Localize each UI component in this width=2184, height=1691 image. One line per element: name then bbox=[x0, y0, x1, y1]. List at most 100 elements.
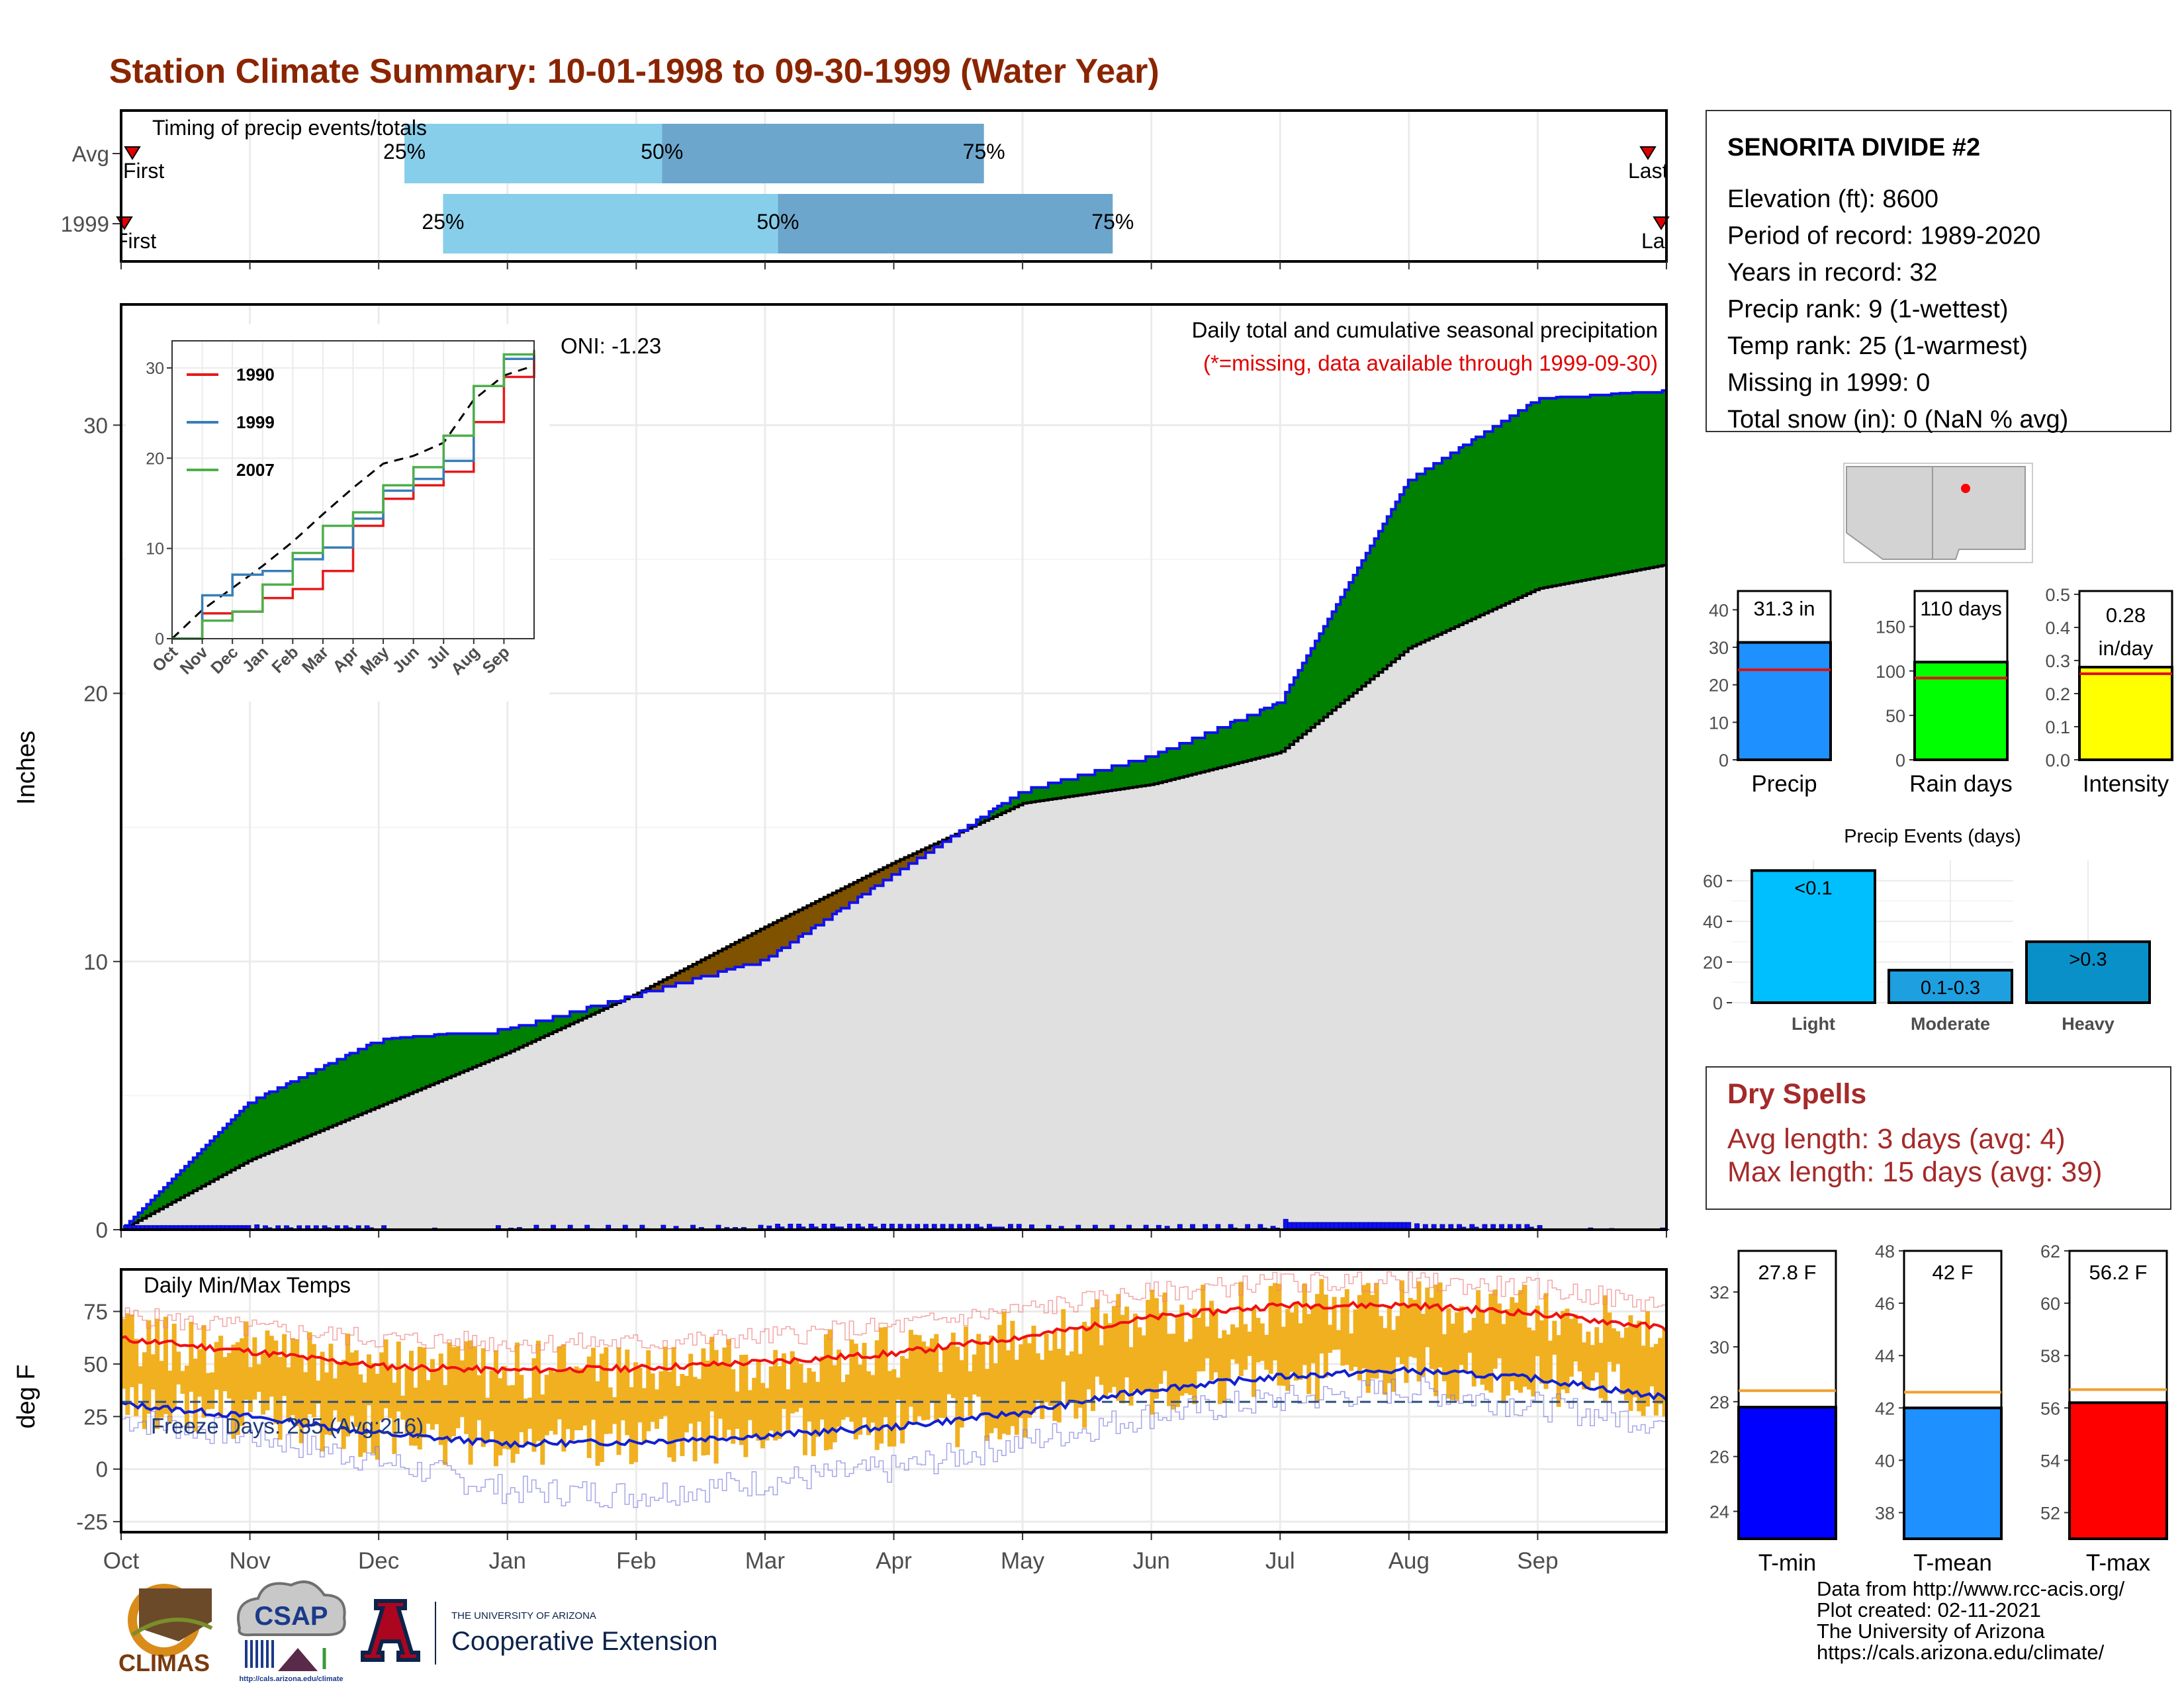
surplus-segment bbox=[1607, 395, 1611, 576]
summary-y-tick-label: 30 bbox=[1709, 638, 1729, 658]
summary-bar-value-label: 110 days bbox=[1920, 597, 2002, 620]
daily-temp-bar bbox=[138, 1366, 143, 1384]
surplus-segment bbox=[1561, 397, 1565, 584]
daily-temp-bar bbox=[1573, 1314, 1578, 1361]
daily-temp-bar bbox=[485, 1398, 490, 1442]
surplus-segment bbox=[1175, 749, 1179, 778]
surplus-segment bbox=[1518, 410, 1522, 598]
surplus-segment bbox=[1036, 788, 1040, 801]
daily-temp-bar bbox=[764, 1388, 769, 1440]
daily-temp-bar bbox=[176, 1351, 181, 1385]
daily-temp-bar bbox=[210, 1373, 214, 1409]
temp-summary-value-label: 42 F bbox=[1932, 1261, 1973, 1284]
dry-spells-max: Max length: 15 days (avg: 39) bbox=[1727, 1156, 2102, 1188]
event-bar-tag: >0.3 bbox=[2069, 949, 2107, 970]
daily-temp-bar bbox=[680, 1374, 684, 1456]
summary-y-tick-label: 0 bbox=[1895, 751, 1905, 770]
surplus-segment bbox=[1442, 458, 1446, 633]
surplus-segment bbox=[231, 1120, 235, 1170]
surplus-segment bbox=[1637, 392, 1641, 571]
surplus-segment bbox=[1408, 480, 1412, 648]
surplus-segment bbox=[1455, 453, 1459, 627]
surplus-segment bbox=[286, 1083, 290, 1145]
daily-temp-bar bbox=[1607, 1312, 1612, 1362]
surplus-segment bbox=[405, 1038, 409, 1096]
dry-spells-avg: Avg length: 3 days (avg: 4) bbox=[1727, 1123, 2066, 1155]
daily-temp-bar bbox=[333, 1379, 338, 1410]
temp-y-tick-label: 50 bbox=[83, 1352, 108, 1377]
daily-temp-bar bbox=[1412, 1300, 1417, 1358]
surplus-segment bbox=[1590, 395, 1594, 579]
surplus-segment bbox=[400, 1038, 404, 1097]
last-label: Last bbox=[1641, 229, 1682, 253]
temp-x-tick-label: Feb bbox=[616, 1548, 656, 1574]
daily-temp-bar bbox=[536, 1341, 541, 1441]
surplus-segment bbox=[1091, 775, 1095, 794]
station-info-line: Elevation (ft): 8600 bbox=[1727, 185, 1938, 213]
temp-summary-y-tick-label: 30 bbox=[1709, 1338, 1729, 1357]
daily-temp-bar bbox=[1099, 1346, 1104, 1385]
daily-temp-bar bbox=[557, 1346, 562, 1420]
temp-summary-value bbox=[1904, 1408, 2001, 1539]
surplus-segment bbox=[1612, 394, 1615, 575]
daily-temp-bar bbox=[227, 1353, 232, 1398]
daily-temp-bar bbox=[1158, 1313, 1163, 1384]
surplus-segment bbox=[1582, 397, 1586, 580]
daily-temp-bar bbox=[1006, 1350, 1011, 1435]
surplus-segment bbox=[1066, 780, 1069, 798]
precip-y-tick-label: 20 bbox=[83, 682, 108, 706]
climas-mesa-icon bbox=[139, 1588, 212, 1641]
events-y-tick-label: 0 bbox=[1713, 993, 1723, 1013]
daily-temp-bar bbox=[1078, 1354, 1083, 1408]
daily-temp-bar bbox=[807, 1368, 811, 1422]
timing-bar-upper bbox=[778, 194, 1113, 253]
daily-temp-bar bbox=[1290, 1312, 1295, 1372]
daily-temp-bar bbox=[1129, 1347, 1134, 1405]
daily-temp-bar bbox=[667, 1371, 672, 1457]
daily-temp-bar bbox=[1578, 1323, 1582, 1371]
daily-temp-bar bbox=[1264, 1335, 1269, 1370]
timing-bar-upper bbox=[662, 124, 983, 183]
oni-label: ONI: -1.23 bbox=[561, 334, 661, 358]
surplus-segment bbox=[1641, 392, 1645, 569]
surplus-segment bbox=[1150, 756, 1154, 785]
surplus-segment bbox=[447, 1034, 451, 1078]
daily-temp-bar bbox=[735, 1391, 740, 1428]
daily-temp-bar bbox=[1345, 1289, 1349, 1365]
daily-temp-bar bbox=[1459, 1306, 1464, 1365]
surplus-segment bbox=[1353, 575, 1357, 693]
temp-x-tick-label: Nov bbox=[229, 1548, 271, 1574]
surplus-segment bbox=[392, 1038, 396, 1101]
daily-temp-bar bbox=[146, 1320, 151, 1414]
daily-temp-bar bbox=[1594, 1327, 1599, 1372]
surplus-segment bbox=[354, 1053, 358, 1117]
temp-summary-y-tick-label: 42 bbox=[1875, 1398, 1895, 1418]
daily-temp-bar bbox=[1522, 1285, 1527, 1387]
surplus-segment bbox=[1251, 715, 1255, 759]
daily-temp-bar bbox=[1057, 1349, 1062, 1422]
daily-temp-bar bbox=[130, 1314, 134, 1387]
surplus-segment bbox=[1539, 398, 1543, 588]
surplus-segment bbox=[1527, 405, 1531, 594]
daily-temp-bar bbox=[633, 1362, 638, 1462]
surplus-segment bbox=[1116, 766, 1120, 790]
temp-summary-y-tick-label: 60 bbox=[2040, 1294, 2060, 1314]
surplus-segment bbox=[1396, 502, 1400, 659]
summary-y-tick-label: 0.3 bbox=[2045, 651, 2070, 671]
daily-temp-bar bbox=[870, 1375, 875, 1423]
surplus-segment bbox=[1421, 474, 1425, 642]
surplus-segment bbox=[1586, 397, 1590, 580]
daily-temp-bar bbox=[282, 1334, 287, 1396]
surplus-segment bbox=[1425, 469, 1429, 640]
daily-temp-bar bbox=[1433, 1285, 1438, 1396]
inset-y-tick-label: 0 bbox=[155, 630, 164, 649]
events-y-tick-label: 20 bbox=[1703, 953, 1723, 973]
daily-temp-bar bbox=[189, 1322, 193, 1392]
surplus-segment bbox=[1484, 432, 1488, 613]
daily-temp-bar bbox=[1510, 1297, 1514, 1381]
surplus-segment bbox=[485, 1034, 489, 1062]
